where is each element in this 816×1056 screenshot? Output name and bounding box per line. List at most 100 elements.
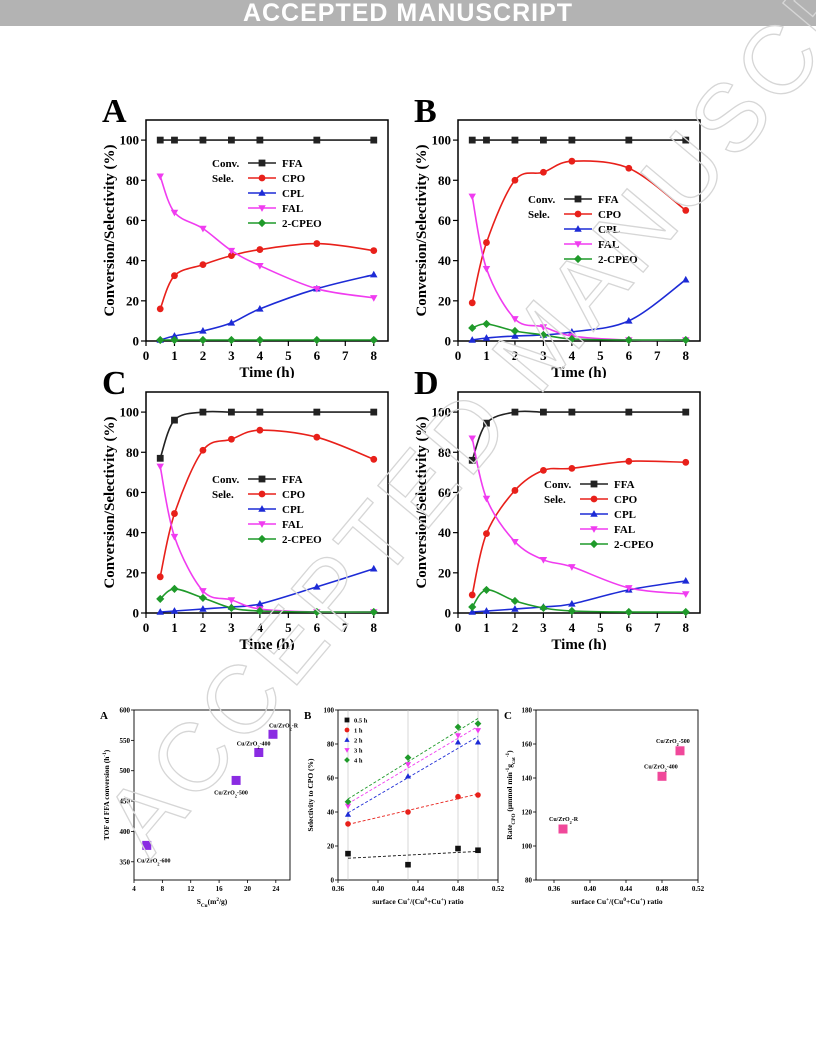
y-tick-label: 80 <box>438 445 451 460</box>
y-tick-label: 20 <box>126 565 139 580</box>
x-tick-label: 0 <box>143 620 150 635</box>
plot-frame <box>337 709 499 881</box>
data-point <box>404 773 412 779</box>
data-point <box>256 304 264 312</box>
y-tick-label: 180 <box>522 707 533 715</box>
legend-label: CPL <box>282 504 304 516</box>
x-tick-label: 0.36 <box>332 885 345 893</box>
legend-label: 2-CPEO <box>614 539 654 551</box>
series-cpl <box>468 576 690 615</box>
chart-b-time-course: B Conversion/Selectivity (%) Time (h) 0 1 2 3 4… <box>414 93 701 378</box>
data-point <box>171 136 178 144</box>
data-point <box>156 608 164 615</box>
data-point <box>156 305 164 313</box>
x-tick-label: 4 <box>569 348 576 363</box>
legend-label: 0.5 h <box>354 718 368 725</box>
data-point <box>540 168 547 176</box>
data-point <box>474 728 482 734</box>
x-tick-label: 0 <box>143 348 150 363</box>
data-point <box>468 299 476 307</box>
data-point <box>171 272 178 280</box>
data-point <box>540 408 547 416</box>
data-point <box>313 286 321 293</box>
y-tick-label: 100 <box>120 133 140 148</box>
x-tick-label: 7 <box>342 620 349 635</box>
data-point <box>510 596 520 606</box>
point-label: Cu/ZrO2-400 <box>237 742 271 750</box>
series-1h <box>345 792 481 827</box>
series-line <box>159 410 374 459</box>
data-point <box>156 136 164 144</box>
data-point <box>405 861 411 868</box>
data-point <box>468 591 476 599</box>
legend-label: FAL <box>282 203 303 215</box>
legend-marker <box>573 254 583 264</box>
data-point <box>539 324 548 331</box>
legend-sele-label: Sele. <box>528 209 550 221</box>
legend-label: FFA <box>282 474 303 486</box>
data-point <box>227 597 236 604</box>
data-point <box>227 247 236 255</box>
data-point <box>474 739 482 745</box>
x-axis-title: Time (h) <box>239 365 294 378</box>
legend-marker <box>344 717 350 723</box>
data-point <box>256 408 264 416</box>
y-tick-label: 100 <box>432 405 452 420</box>
data-point <box>405 809 411 815</box>
x-tick-label: 3 <box>540 348 547 363</box>
legend-conv-label: Conv. <box>528 194 555 206</box>
data-point <box>344 798 352 806</box>
data-point <box>568 328 576 335</box>
y-tick-label: 20 <box>438 293 451 308</box>
legend-conv-label: Conv. <box>212 158 239 170</box>
data-point <box>227 603 236 613</box>
data-point <box>255 606 264 616</box>
legend-label: CPO <box>282 489 306 501</box>
data-point <box>312 335 321 345</box>
data-point <box>682 458 690 466</box>
data-point <box>568 564 576 571</box>
chart-d-time-course: D Conversion/Selectivity (%) Time (h) 0 1 2 3 4… <box>414 365 701 650</box>
series-2h <box>344 736 482 817</box>
legend-marker <box>258 475 266 483</box>
data-point <box>228 136 235 144</box>
data-point <box>454 723 462 731</box>
data-point <box>404 762 412 768</box>
y-tick-label: 550 <box>120 737 131 745</box>
y-tick-label: 40 <box>126 253 139 268</box>
data-point <box>199 261 207 269</box>
x-axis-title: SCu(m2/g) <box>197 897 228 909</box>
x-tick-label: 8 <box>161 885 165 893</box>
x-tick-label: 0.44 <box>412 885 425 893</box>
x-tick-label: 4 <box>257 620 264 635</box>
x-tick-label: 1 <box>171 620 178 635</box>
series-line <box>471 160 687 303</box>
y-axis-title: TOF of FFA conversion (h-1) <box>102 749 111 840</box>
data-point <box>170 533 179 541</box>
x-tick-label: 4 <box>569 620 576 635</box>
y-tick-label: 0 <box>133 334 140 349</box>
data-point <box>540 466 547 474</box>
legend-entry-ffa: FFA <box>248 474 303 486</box>
y-axis-title: Conversion/Selectivity (%) <box>414 416 430 588</box>
chart-c-time-course: C Conversion/Selectivity (%) Time (h) 0 1 2 3 4… <box>102 365 389 650</box>
data-point <box>228 408 235 416</box>
data-point <box>312 607 321 617</box>
legend-entry-cpo: CPO <box>248 173 306 185</box>
data-point <box>370 136 378 144</box>
legend-label: FFA <box>282 158 303 170</box>
y-tick-label: 20 <box>327 843 335 851</box>
legend-marker <box>574 241 582 248</box>
x-axis-title: Time (h) <box>551 365 606 378</box>
x-tick-label: 0.48 <box>452 885 465 893</box>
legend-label: FAL <box>282 519 303 531</box>
legend-marker <box>258 521 266 528</box>
data-point <box>657 771 667 781</box>
legend-entry-cpl: CPL <box>248 504 304 516</box>
x-tick-label: 6 <box>314 348 321 363</box>
legend-sele-label: Sele. <box>212 489 234 501</box>
data-point <box>468 602 477 612</box>
legend-marker <box>258 505 266 512</box>
data-point <box>142 840 152 850</box>
legend-label: FFA <box>598 194 619 206</box>
